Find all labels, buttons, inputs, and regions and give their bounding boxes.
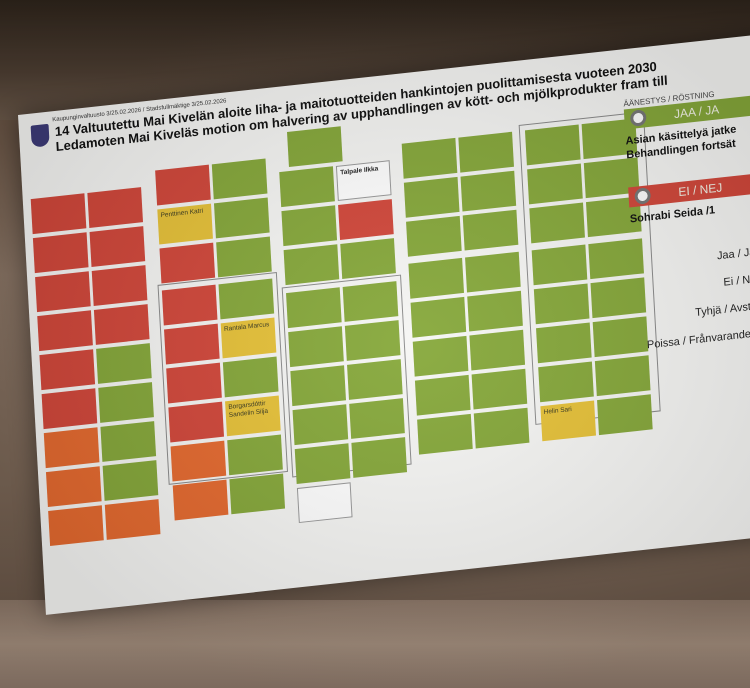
seat-cell [229,473,286,515]
poissa-count-label: Poissa / Frånvarande [646,328,750,352]
seat-cell [104,499,161,540]
seat-cell [531,244,588,286]
ei-proposer: Sohrabi Seida /1 [629,204,716,226]
seat-cell [344,320,401,361]
seat-cell [168,401,225,443]
seat-cell [155,164,211,206]
seat-cell [48,505,104,547]
seat-cell [527,163,583,205]
seat-cell [96,343,152,384]
seat-cell [35,271,91,313]
seat-cell: Talpale Ilkka [335,160,392,201]
seat-cell [294,443,351,485]
seat-cell [89,226,146,267]
jaa-label: JAA / JA [673,102,720,122]
seat-cell [292,404,349,446]
seat-cell [286,287,342,329]
seat-cell [460,170,517,212]
jaa-count-label: Jaa / Ja [716,246,750,263]
seat-cell [216,236,272,278]
seat-cell [100,421,157,462]
seat-cell [283,244,340,286]
seat-cell [290,365,347,407]
seat-cell [287,126,343,168]
seat-cell [342,281,399,322]
seat-cell [164,323,220,365]
seat-cell [211,158,268,200]
seat-cell [281,205,338,247]
jaa-radio-icon [629,109,647,127]
seat-cell [161,284,218,326]
seat-cell [473,407,530,449]
seat-cell [45,466,102,508]
seat-cell: Penttinen Katri [157,203,213,245]
seat-cell: Rantala Marcus [220,317,277,359]
seat-cell [338,199,394,240]
seat-cell [458,131,514,173]
seat-cell [170,440,227,482]
seat-cell [403,176,460,218]
seat-cell [87,187,144,228]
seat-cell [529,202,585,244]
seat-cell [159,242,216,284]
seat-cell [172,479,229,521]
seat-cell [213,197,270,239]
seat-cell [417,413,473,455]
ei-count-label: Ei / Nej [723,272,750,289]
seat-cell [410,296,467,338]
seat-cell [296,482,353,524]
seat-cell: Borgarsdóttir Sandelin Silja [225,395,281,437]
seat-cell [227,434,283,476]
seat-cell [32,232,89,274]
seat-cell [469,329,526,371]
seat-cell [465,251,521,293]
city-logo-icon [30,123,50,148]
voting-screen: Kaupunginvaltuusto 3/25.02.2026 / Stadsf… [18,32,750,615]
seat-cell [349,398,405,439]
seat-cell [91,265,148,306]
ei-label: EI / NEJ [678,180,723,200]
seat-cell [351,437,408,478]
seat-cell [41,388,98,430]
seat-cell [467,290,523,332]
seat-cell [401,137,458,179]
seat-cell [412,335,469,377]
seat-cell [218,278,275,320]
seat-cell [102,460,159,501]
seat-cell [340,238,396,279]
ei-bar: EI / NEJ [628,170,750,208]
seat-cell [39,349,96,391]
seat-cell [462,209,519,251]
seat-cell [408,257,465,299]
seat-cell [222,356,279,398]
ei-radio-icon [634,187,652,205]
seat-cell [536,322,592,364]
seat-cell [414,374,471,416]
seat-cell [533,283,590,325]
seat-cell [37,310,93,352]
seat-cell [279,166,335,208]
seat-cell [288,326,344,368]
seat-cell [347,359,403,400]
seat-cell [93,304,150,345]
room-wall [0,600,750,688]
seat-cell: Helin Sari [540,400,597,442]
seat-cell [471,368,528,410]
result-panel: ÄÄNESTYS / RÖSTNING JAA / JA Asian käsit… [623,82,750,539]
tyhja-count-label: Tyhjä / Avstår [694,299,750,320]
seat-cell [166,362,222,404]
seat-cell [406,215,462,257]
seat-cell [43,427,100,469]
seat-cell [538,361,594,403]
seat-cell [98,382,154,423]
seat-cell [30,193,87,235]
seat-cell [524,124,581,166]
